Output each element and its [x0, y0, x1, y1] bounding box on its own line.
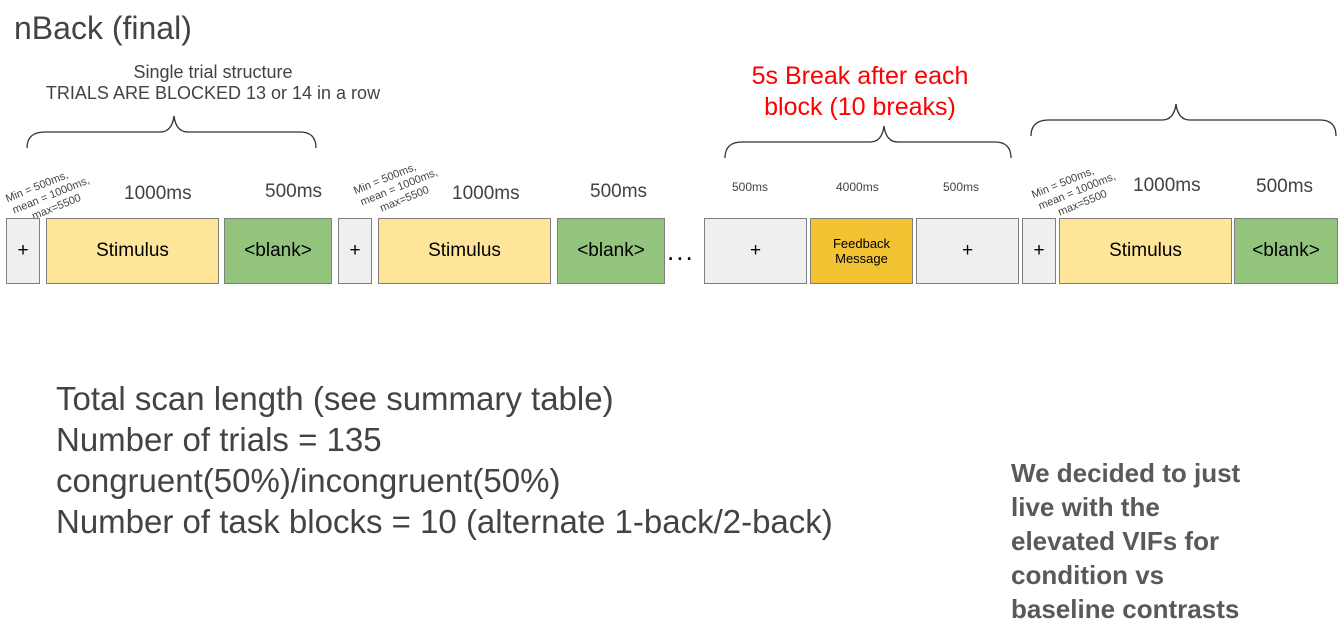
summary-line: Number of trials = 135 — [56, 421, 382, 458]
break-caption-line2: block (10 breaks) — [764, 93, 956, 121]
break-caption: 5s Break after each block (10 breaks) — [700, 61, 1020, 123]
summary-line: Number of task blocks = 10 (alternate 1-… — [56, 503, 833, 540]
final-trial-brace — [1030, 103, 1337, 137]
break-fixation-box-2: + — [916, 218, 1019, 284]
stimulus-box-2: Stimulus — [378, 218, 551, 284]
break-fixation-box-1: + — [704, 218, 807, 284]
blank-box-1: <blank> — [224, 218, 332, 284]
summary-line: Total scan length (see summary table) — [56, 380, 614, 417]
trial-structure-brace — [26, 115, 317, 149]
vif-note: We decided to just live with the elevate… — [1011, 458, 1241, 624]
summary-line: congruent(50%)/incongruent(50%) — [56, 462, 561, 499]
trial-caption-line1: Single trial structure — [133, 62, 293, 82]
blank-duration-1: 500ms — [265, 181, 323, 202]
stimulus-box-3: Stimulus — [1059, 218, 1232, 284]
stimulus-duration-2: 1000ms — [452, 183, 520, 204]
blank-box-2: <blank> — [557, 218, 665, 284]
blank-duration-3: 500ms — [1256, 176, 1314, 197]
blank-duration-2: 500ms — [590, 181, 648, 202]
feedback-duration: 4000ms — [836, 180, 879, 194]
fixation-box-1: + — [6, 218, 40, 284]
break-fixation-duration-2: 500ms — [943, 180, 980, 194]
feedback-message-box: Feedback Message — [810, 218, 913, 284]
trial-caption-line2: TRIALS ARE BLOCKED 13 or 14 in a row — [45, 83, 381, 103]
stimulus-duration-1: 1000ms — [124, 183, 192, 204]
diagram-title: nBack (final) — [14, 10, 192, 46]
blank-box-3: <blank> — [1234, 218, 1338, 284]
fixation-box-3: + — [1022, 218, 1056, 284]
trial-structure-caption: Single trial structure TRIALS ARE BLOCKE… — [18, 62, 408, 104]
stimulus-duration-3: 1000ms — [1133, 175, 1201, 196]
ellipsis: ... — [667, 236, 695, 266]
fixation-box-2: + — [338, 218, 372, 284]
break-caption-line1: 5s Break after each — [751, 62, 969, 90]
summary-text: Total scan length (see summary table) Nu… — [56, 378, 833, 542]
break-brace — [724, 125, 1012, 159]
stimulus-box-1: Stimulus — [46, 218, 219, 284]
break-fixation-duration-1: 500ms — [732, 180, 769, 194]
